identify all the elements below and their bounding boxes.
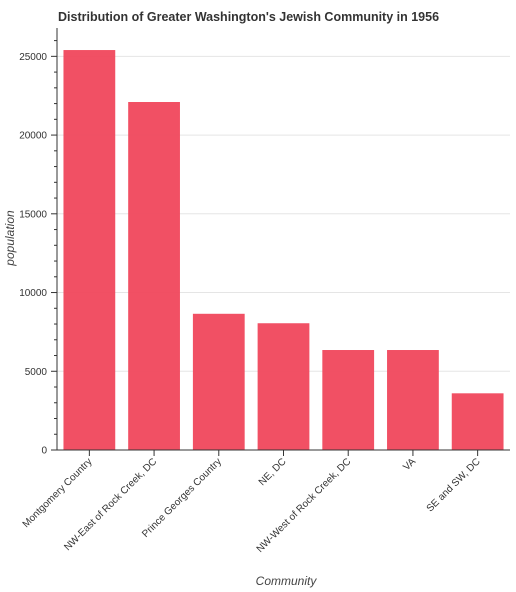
x-tick-label: SE and SW, DC [425,456,483,514]
bars [63,50,504,451]
x-tick-label: VA [401,456,418,473]
y-tick-label: 20000 [19,131,47,142]
y-tick-label: 10000 [19,288,47,299]
y-tick-label: 5000 [25,367,48,378]
bar [128,102,180,451]
y-tick-label: 25000 [19,52,47,63]
y-axis: 0 5000 10000 15000 20000 25000 [19,28,58,457]
bar [387,350,439,450]
x-tick-label: Montgomery Country [21,456,95,530]
chart-title: Distribution of Greater Washington's Jew… [58,10,439,24]
bar [322,350,375,450]
bar [451,393,504,450]
y-tick-label: 0 [41,446,47,457]
bar [192,313,245,450]
bar [257,323,310,450]
x-tick-label: NE, DC [257,456,289,488]
x-axis-label: Community [256,574,318,588]
bar [63,50,116,451]
y-tick-label: 15000 [19,209,47,220]
y-axis-label: population [3,210,17,267]
